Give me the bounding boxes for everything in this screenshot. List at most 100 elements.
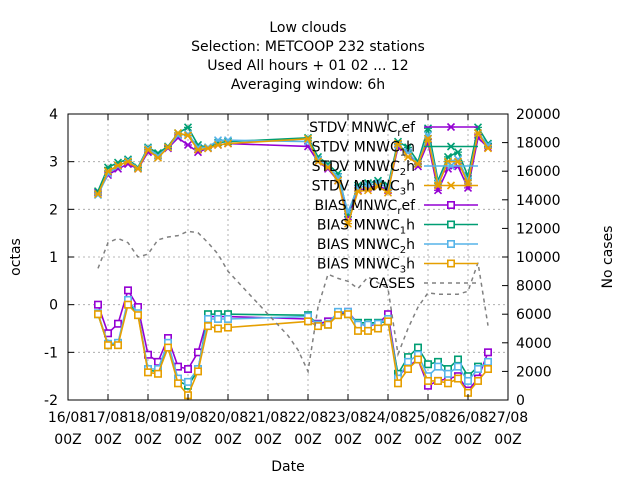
x-tick-time: 00Z	[494, 432, 521, 448]
data-point	[103, 167, 113, 176]
data-point	[453, 148, 463, 157]
x-tick-date: 25/08	[408, 410, 448, 426]
data-point	[403, 152, 413, 161]
data-point	[446, 201, 455, 210]
data-point	[453, 355, 462, 364]
y2-tick-label: 2000	[516, 364, 552, 380]
data-point	[446, 240, 455, 249]
data-point	[446, 161, 456, 171]
data-point	[94, 300, 103, 309]
data-point	[473, 376, 482, 385]
data-point	[183, 123, 193, 132]
data-point	[363, 326, 372, 335]
data-point	[183, 129, 193, 139]
x-tick-time: 00Z	[414, 432, 441, 448]
data-point	[134, 311, 143, 320]
x-tick-date: 27/08	[488, 410, 528, 426]
legend-item: BIAS MNWC1h	[317, 218, 478, 237]
data-point	[423, 134, 433, 143]
x-tick-date: 24/08	[368, 410, 408, 426]
data-point	[114, 319, 123, 328]
legend-label: STDV MNWCref	[309, 120, 416, 139]
x-axis-label: Date	[271, 459, 304, 475]
data-point	[473, 365, 482, 374]
data-point	[214, 314, 223, 323]
x-tick-date: 26/08	[448, 410, 488, 426]
x-tick-time: 00Z	[54, 432, 81, 448]
x-tick-date: 22/08	[288, 410, 328, 426]
data-point	[94, 310, 103, 319]
data-point	[184, 365, 193, 374]
y-tick-label: -2	[44, 393, 58, 409]
x-tick-time: 00Z	[254, 432, 281, 448]
data-point	[203, 144, 213, 153]
y2-tick-label: 10000	[516, 250, 561, 266]
y2-axis-label: No cases	[600, 226, 616, 289]
legend-item: STDV MNWC3h	[312, 179, 478, 198]
data-point	[164, 343, 173, 352]
data-point	[453, 374, 462, 383]
data-point	[183, 140, 193, 150]
data-point	[183, 131, 193, 140]
data-point	[303, 317, 312, 326]
x-tick-date: 19/08	[168, 410, 208, 426]
y2-tick-label: 6000	[516, 307, 552, 323]
data-point	[446, 181, 456, 190]
data-point	[453, 362, 462, 371]
x-tick-date: 16/08	[48, 410, 88, 426]
data-point	[413, 343, 422, 352]
x-tick-time: 00Z	[134, 432, 161, 448]
data-point	[423, 376, 432, 385]
y-axis: -2 -1 0 1 2 3 4	[44, 107, 74, 409]
legend-label: BIAS MNWC2h	[317, 237, 415, 256]
x-tick-time: 00Z	[334, 432, 361, 448]
data-point	[446, 259, 455, 268]
data-point	[333, 176, 343, 185]
legend-item: BIAS MNWC2h	[317, 237, 478, 256]
data-point	[473, 129, 483, 138]
data-point	[153, 153, 163, 162]
data-point	[323, 320, 332, 329]
data-point	[133, 164, 143, 173]
data-point	[373, 182, 383, 191]
legend-label: CASES	[369, 276, 415, 292]
data-point	[143, 144, 153, 153]
data-point	[423, 124, 433, 133]
data-point	[433, 376, 442, 385]
data-point	[353, 187, 363, 196]
data-point	[483, 144, 493, 153]
data-point	[363, 186, 373, 195]
data-point	[423, 360, 432, 369]
y-tick-label: -1	[44, 345, 58, 361]
data-point	[343, 310, 352, 319]
series-1	[93, 123, 493, 219]
data-point	[193, 145, 203, 154]
data-point	[204, 314, 213, 323]
data-point	[433, 362, 442, 371]
title-line: Used All hours + 01 02 ... 12	[207, 58, 408, 74]
series-3	[93, 129, 493, 228]
y2-tick-label: 0	[516, 393, 525, 409]
data-point	[393, 139, 403, 148]
x-tick-time: 00Z	[94, 432, 121, 448]
y2-axis: 0 2000 4000 6000 8000 10000 12000 14000 16000 180…	[502, 107, 561, 409]
data-point	[353, 326, 362, 335]
legend-label: STDV MNWC3h	[312, 179, 415, 198]
chart-title: Low clouds Selection: METCOOP 232 station…	[191, 20, 425, 93]
data-point	[113, 161, 123, 170]
data-point	[93, 190, 103, 199]
x-tick-time: 00Z	[174, 432, 201, 448]
data-point	[453, 157, 463, 166]
data-point	[446, 220, 455, 229]
y2-tick-label: 14000	[516, 193, 561, 209]
data-point	[333, 311, 342, 320]
legend-item: BIAS MNWC3h	[317, 257, 478, 276]
data-point	[483, 365, 492, 374]
title-line: Averaging window: 6h	[231, 77, 385, 93]
data-point	[443, 379, 452, 388]
series-8	[97, 230, 489, 374]
y2-tick-label: 16000	[516, 164, 561, 180]
data-point	[204, 322, 213, 331]
legend-label: STDV MNWC2h	[312, 159, 415, 178]
